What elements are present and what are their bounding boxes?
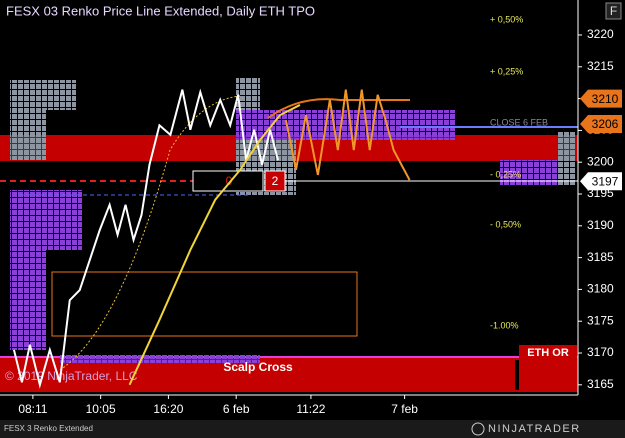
opening-range-box — [51, 271, 358, 337]
footer-label: FESX 3 Renko Extended — [4, 424, 93, 433]
logo-icon — [471, 422, 485, 436]
signal-box — [264, 170, 286, 192]
price-marker — [580, 115, 622, 134]
price-marker — [580, 172, 622, 191]
price-marker-label: 3197 — [592, 174, 619, 188]
annotation: + 0,25% — [490, 66, 523, 76]
button[interactable] — [605, 2, 622, 20]
tpo-profile — [10, 80, 76, 110]
y-tick-label: 3180 — [587, 282, 614, 296]
price-marker — [580, 89, 622, 108]
signal-label: 2 — [272, 174, 279, 188]
x-tick-label: 10:05 — [86, 402, 116, 416]
chart-title: FESX 03 Renko Price Line Extended, Daily… — [6, 3, 315, 18]
y-tick-label: 3200 — [587, 154, 614, 168]
signal-label: 0 — [226, 174, 233, 188]
price-line — [128, 104, 301, 386]
eth-or-label: ETH OR — [527, 347, 569, 359]
x-tick-label: 7 feb — [391, 402, 418, 416]
eth-or-box — [519, 345, 577, 359]
annotation: -1.00% — [490, 320, 519, 330]
y-tick-label: 3185 — [587, 250, 614, 264]
y-tick-label: 3220 — [587, 27, 614, 41]
tpo-profile — [10, 110, 46, 160]
marker — [515, 360, 519, 390]
price-marker-label: 3206 — [592, 117, 619, 131]
x-tick-label: 6 feb — [223, 402, 250, 416]
price-line — [12, 88, 280, 389]
footer-bar — [0, 420, 625, 438]
y-tick-label: 3170 — [587, 345, 614, 359]
tpo-profile — [60, 355, 260, 363]
annotation: CLOSE 6 FEB — [490, 117, 548, 127]
y-tick-label: 3165 — [587, 377, 614, 391]
tpo-profile — [10, 250, 46, 350]
x-tick-label: 08:11 — [18, 402, 47, 416]
tpo-profile — [10, 190, 82, 250]
button-label[interactable]: F — [610, 4, 617, 18]
y-tick-label: 3190 — [587, 218, 614, 232]
logo: NINJATRADER — [488, 423, 581, 435]
x-tick-label: 11:22 — [296, 402, 325, 416]
annotation: - 0,50% — [490, 219, 521, 229]
annotation: - 0,25% — [490, 169, 521, 179]
y-tick-label: 3215 — [587, 59, 614, 73]
x-tick-label: 16:20 — [153, 402, 183, 416]
annotation: + 0,50% — [490, 14, 523, 24]
scalp-band — [0, 358, 578, 392]
scalp-label: Scalp Cross — [223, 360, 293, 374]
price-marker-label: 3210 — [592, 92, 619, 106]
curve — [59, 95, 241, 371]
curve — [267, 98, 410, 119]
tpo-profile — [558, 132, 576, 186]
y-tick-label: 3175 — [587, 313, 614, 327]
signal-box — [192, 170, 264, 192]
price-line — [285, 89, 411, 181]
